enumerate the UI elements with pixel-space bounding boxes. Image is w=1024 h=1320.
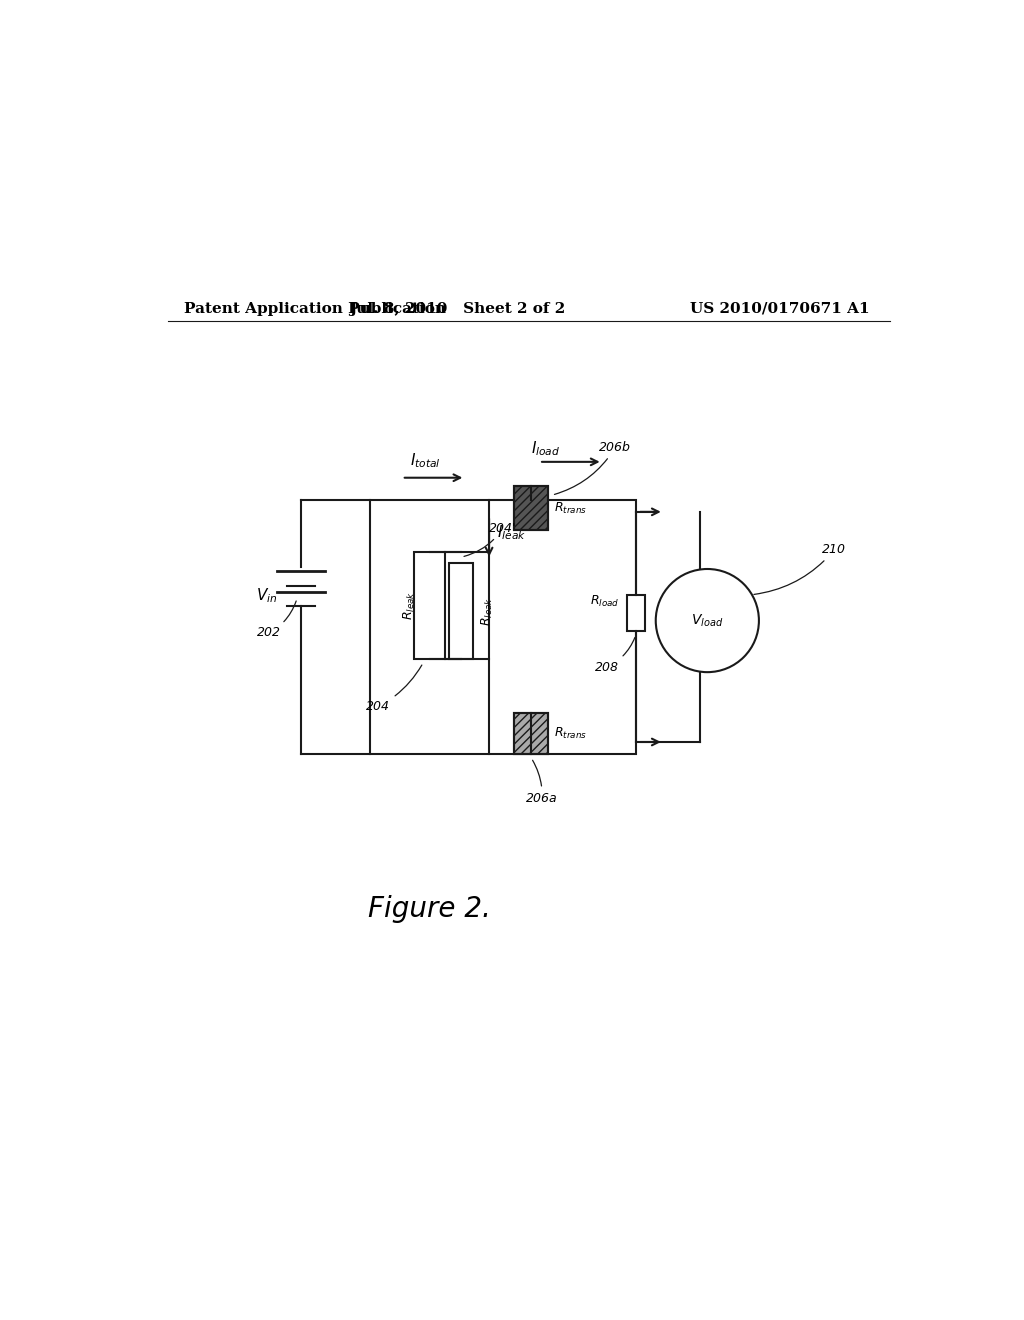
Text: 204': 204' (464, 521, 516, 557)
Text: $I_{total}$: $I_{total}$ (411, 451, 441, 470)
Bar (514, 713, 548, 754)
Text: US 2010/0170671 A1: US 2010/0170671 A1 (690, 302, 870, 315)
Bar (514, 487, 548, 531)
Text: 210: 210 (754, 543, 847, 594)
Text: $I_{load}$: $I_{load}$ (531, 440, 560, 458)
Text: $R_{leak}$: $R_{leak}$ (479, 597, 495, 626)
Bar (450, 564, 473, 659)
Bar (627, 595, 645, 631)
Text: 206b: 206b (554, 441, 631, 495)
Text: $V_{load}$: $V_{load}$ (691, 612, 724, 628)
Text: Figure 2.: Figure 2. (369, 895, 490, 923)
Bar (514, 713, 548, 754)
Text: $R_{trans}$: $R_{trans}$ (554, 726, 587, 741)
Text: $R_{trans}$: $R_{trans}$ (554, 500, 587, 516)
Text: 202: 202 (257, 601, 296, 639)
Text: 208: 208 (595, 638, 635, 673)
Bar (370, 500, 636, 754)
Text: $R_{leak}$: $R_{leak}$ (402, 590, 417, 619)
Circle shape (655, 569, 759, 672)
Text: $V_{in}$: $V_{in}$ (256, 586, 278, 605)
Bar (414, 552, 445, 659)
Text: $R_{load}$: $R_{load}$ (590, 594, 620, 609)
Bar (514, 487, 548, 531)
Text: 206a: 206a (526, 760, 558, 804)
Text: Patent Application Publication: Patent Application Publication (183, 302, 445, 315)
Text: Jul. 8, 2010   Sheet 2 of 2: Jul. 8, 2010 Sheet 2 of 2 (349, 302, 565, 315)
Text: $I_{leak}$: $I_{leak}$ (497, 524, 526, 543)
Text: 204: 204 (367, 665, 422, 713)
